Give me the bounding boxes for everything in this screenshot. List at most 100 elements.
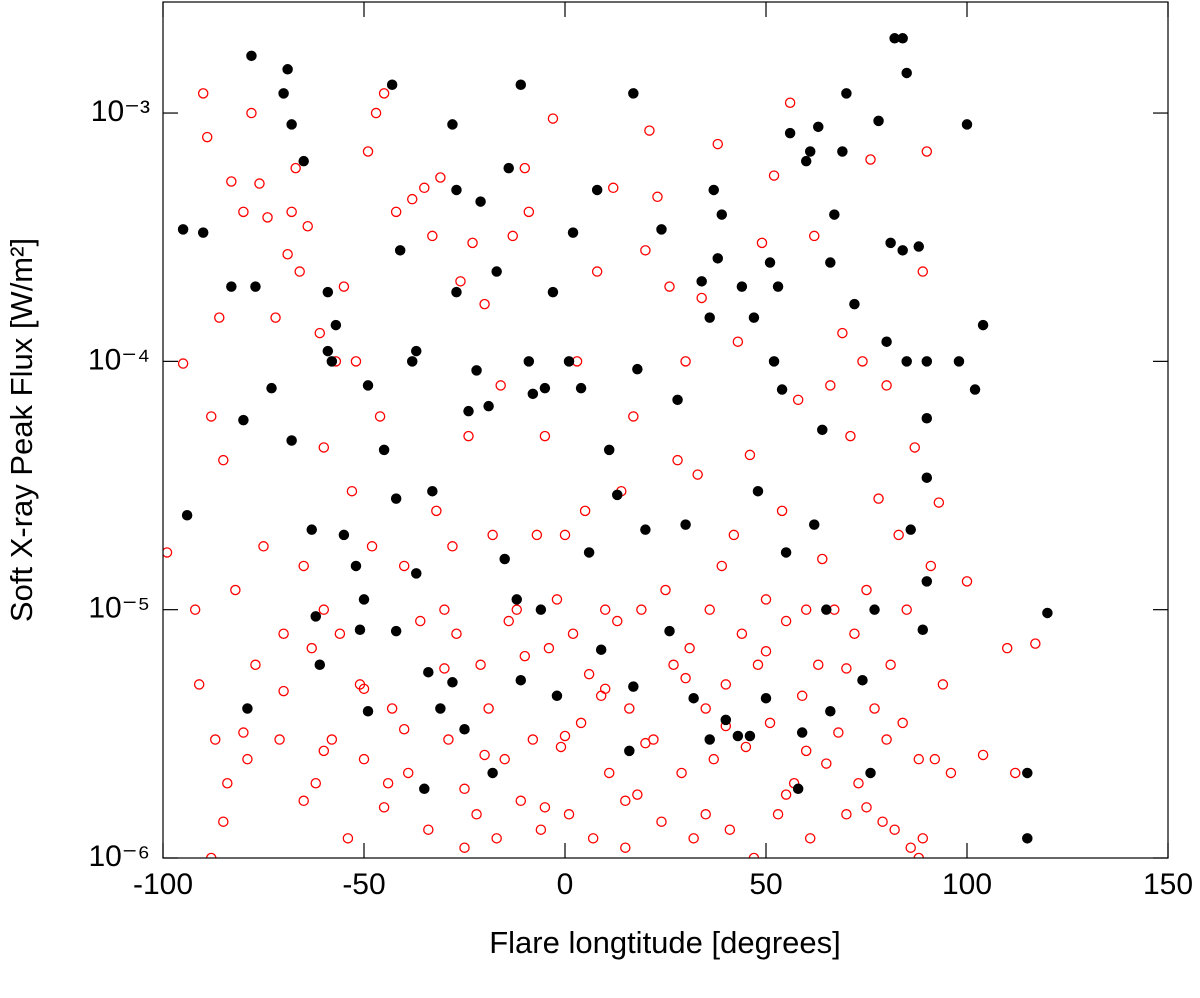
data-point xyxy=(402,767,414,779)
data-point xyxy=(897,33,908,44)
data-point xyxy=(704,604,715,615)
data-point xyxy=(772,281,784,292)
data-point xyxy=(362,705,374,717)
data-point xyxy=(487,767,498,779)
data-point xyxy=(318,442,330,453)
data-point xyxy=(1009,767,1021,779)
data-point xyxy=(921,576,933,587)
data-point xyxy=(720,714,732,726)
data-point xyxy=(901,356,912,367)
data-point xyxy=(841,663,852,674)
data-point xyxy=(796,727,808,738)
data-point xyxy=(181,510,193,521)
data-point xyxy=(628,681,639,692)
data-point xyxy=(977,749,989,761)
data-point xyxy=(342,833,354,844)
x-tick-label: 100 xyxy=(942,868,992,901)
axes-frame xyxy=(162,1,1169,859)
data-point xyxy=(776,505,788,517)
data-point xyxy=(519,650,531,662)
data-point xyxy=(531,529,543,541)
data-point xyxy=(411,568,422,579)
data-point xyxy=(748,852,760,858)
data-point xyxy=(917,833,929,844)
data-point xyxy=(680,356,691,367)
data-point xyxy=(704,312,715,323)
data-point xyxy=(829,209,840,220)
data-point xyxy=(628,411,639,422)
data-point xyxy=(467,237,478,249)
data-point xyxy=(197,227,209,238)
data-point xyxy=(326,356,338,367)
data-point xyxy=(1001,642,1013,654)
y-tick-label: 10⁻³ xyxy=(91,95,150,128)
data-point xyxy=(386,703,398,714)
data-point xyxy=(595,644,607,655)
data-point xyxy=(664,625,675,637)
data-point xyxy=(961,576,973,587)
data-point xyxy=(800,745,812,757)
plot-area xyxy=(163,33,1053,858)
data-point xyxy=(419,783,430,795)
data-point xyxy=(708,753,719,765)
data-point xyxy=(274,734,285,745)
data-point xyxy=(338,529,350,541)
x-tick-label: -50 xyxy=(342,868,385,901)
data-point xyxy=(587,833,599,844)
data-point xyxy=(539,802,551,813)
data-point xyxy=(853,777,864,789)
data-point xyxy=(358,753,370,765)
data-point xyxy=(652,191,663,203)
data-point xyxy=(813,121,824,133)
data-point xyxy=(286,206,297,218)
data-point xyxy=(491,833,502,844)
data-point xyxy=(624,745,635,757)
data-point xyxy=(499,553,510,565)
data-point xyxy=(205,852,217,858)
data-point xyxy=(760,646,772,657)
data-point xyxy=(278,685,289,697)
data-point xyxy=(881,336,892,347)
data-point xyxy=(676,767,687,779)
data-point xyxy=(796,690,808,702)
data-point xyxy=(744,730,756,742)
data-point xyxy=(792,394,804,406)
y-axis-label: Soft X-ray Peak Flux [W/m²] xyxy=(4,238,39,622)
data-point xyxy=(1022,767,1033,779)
data-point xyxy=(909,442,920,453)
data-point xyxy=(551,690,563,702)
data-point xyxy=(298,795,309,807)
data-point xyxy=(459,842,470,853)
data-point xyxy=(865,154,876,165)
data-point xyxy=(1042,607,1053,619)
data-point xyxy=(744,449,756,461)
data-point xyxy=(290,162,301,174)
data-point xyxy=(873,493,884,504)
data-point xyxy=(226,281,237,292)
data-point xyxy=(825,257,836,268)
data-point xyxy=(736,628,748,639)
y-tick-label: 10⁻⁶ xyxy=(88,840,150,873)
data-point xyxy=(390,206,402,218)
data-point xyxy=(817,553,828,565)
data-point xyxy=(378,88,390,99)
data-point xyxy=(523,356,535,367)
data-point xyxy=(612,489,623,501)
data-point xyxy=(250,281,261,292)
data-point xyxy=(266,382,277,394)
data-point xyxy=(479,298,490,310)
data-point xyxy=(451,286,462,298)
data-point xyxy=(197,88,209,99)
data-point xyxy=(800,155,812,167)
data-point xyxy=(563,809,575,820)
data-point xyxy=(933,497,945,508)
data-point xyxy=(696,292,707,304)
data-point xyxy=(515,795,527,807)
data-point xyxy=(306,642,317,654)
data-point xyxy=(780,789,792,800)
data-point xyxy=(825,380,836,391)
data-point xyxy=(459,723,470,735)
data-point xyxy=(728,529,740,541)
data-point xyxy=(748,312,760,323)
data-point xyxy=(535,824,547,835)
